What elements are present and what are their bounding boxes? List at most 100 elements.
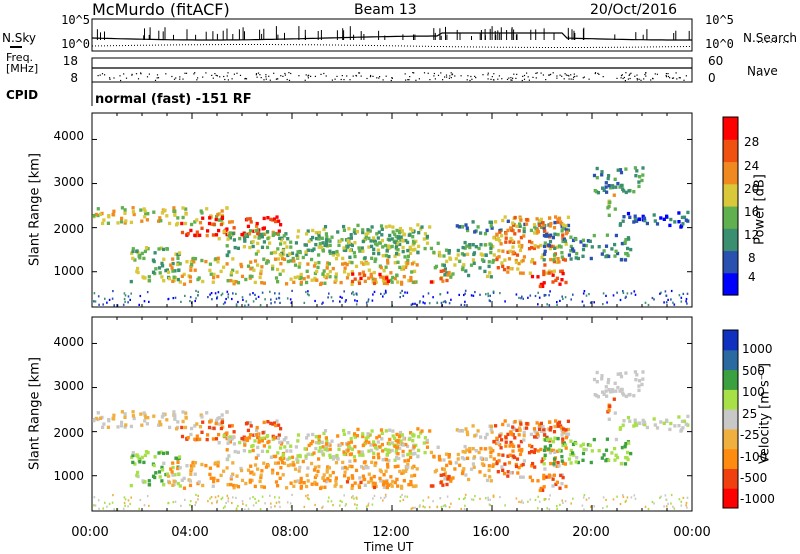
power-cbar-tick-28: 28 (744, 135, 760, 149)
velocity-cell (504, 504, 506, 507)
panel-nsky-frame (91, 18, 693, 52)
power-cell (385, 291, 387, 294)
power-cell (200, 258, 204, 263)
power-cell (317, 237, 321, 241)
velocity-cell (317, 439, 321, 443)
velocity-cell (337, 447, 341, 451)
velocity-cell (320, 449, 324, 454)
velocity-cell (255, 501, 257, 504)
power-cell (120, 206, 124, 210)
power-cell (441, 263, 445, 267)
velocity-cell (275, 501, 278, 504)
nave-dot (404, 73, 406, 75)
power-cell (477, 246, 481, 251)
velocity-cell (173, 473, 177, 477)
velocity-cell (361, 453, 365, 457)
velocity-cell (561, 499, 563, 502)
power-cell (601, 186, 605, 190)
nave-dot (588, 78, 590, 80)
velocity-cell (489, 454, 493, 459)
velocity-cell (278, 457, 282, 461)
velocity-cell (271, 468, 275, 472)
power-cell (357, 246, 361, 250)
velocity-cell (604, 448, 609, 452)
power-cell (483, 269, 487, 274)
power-cell (328, 275, 332, 279)
velocity-cell (479, 447, 483, 451)
velocity-cell (556, 436, 560, 441)
nave-dot (405, 79, 407, 81)
velocity-cell (235, 496, 237, 499)
power-cell (306, 262, 310, 266)
velocity-cell (317, 464, 321, 469)
velocity-cbar-tick-neg500: -500 (740, 471, 768, 485)
power-cell (474, 291, 476, 294)
velocity-cell (190, 426, 194, 431)
power-cell (180, 230, 185, 235)
power-cell (147, 279, 152, 283)
velocity-cell (544, 475, 548, 479)
nave-dot (265, 78, 267, 80)
power-cell (489, 243, 493, 247)
velocity-cell (561, 475, 565, 480)
velocity-cell (250, 478, 254, 483)
velocity-cell (111, 416, 115, 421)
power-cell (521, 271, 525, 275)
velocity-cell (389, 475, 393, 479)
power-cell (463, 303, 466, 307)
power-cell (219, 222, 223, 227)
velocity-cell (138, 507, 140, 510)
velocity-cell (527, 500, 529, 503)
velocity-cell (307, 452, 311, 456)
velocity-cell (499, 446, 503, 450)
velocity-cell (127, 499, 130, 502)
velocity-cell (581, 458, 585, 462)
power-cell (436, 241, 440, 245)
power-cell (626, 211, 631, 216)
velocity-cell (391, 479, 395, 484)
velocity-cell (249, 424, 253, 428)
velocity-cell (548, 450, 552, 455)
power-cell (146, 291, 149, 294)
velocity-cell (460, 456, 464, 460)
power-cell (386, 279, 390, 283)
velocity-cell (574, 460, 578, 464)
velocity-cell (279, 446, 283, 450)
power-cell (354, 264, 359, 269)
power-cell (491, 260, 495, 264)
velocity-cell (159, 423, 163, 427)
velocity-cell (182, 476, 186, 481)
power-cell (96, 207, 100, 211)
power-cell (181, 215, 185, 220)
power-cell (106, 221, 110, 225)
velocity-cell (608, 404, 612, 408)
velocity-cell (328, 447, 332, 452)
velocity-cell (562, 441, 566, 445)
velocity-cell (665, 498, 667, 501)
velocity-cell (244, 481, 248, 486)
power-cell (534, 294, 537, 298)
velocity-cell (375, 436, 379, 440)
power-cell (190, 263, 194, 267)
power-cell (450, 298, 452, 301)
nave-dot (627, 78, 629, 80)
power-cell (171, 279, 175, 283)
power-cell (214, 217, 218, 222)
power-cell (286, 259, 290, 264)
velocity-cell (382, 473, 386, 477)
velocity-cell (645, 425, 649, 430)
power-cell (157, 219, 161, 223)
power-cell (548, 239, 553, 244)
nave-dot (563, 78, 565, 80)
power-cell (142, 256, 146, 261)
power-cell (633, 217, 637, 221)
power-cell (216, 212, 220, 217)
power-cell (111, 212, 115, 217)
power-cell (281, 248, 285, 253)
power-cell (400, 267, 404, 271)
velocity-cell (151, 474, 156, 478)
power-cell (199, 209, 203, 213)
velocity-cell (635, 373, 639, 377)
velocity-cell (282, 461, 287, 465)
nave-dot (245, 77, 247, 80)
